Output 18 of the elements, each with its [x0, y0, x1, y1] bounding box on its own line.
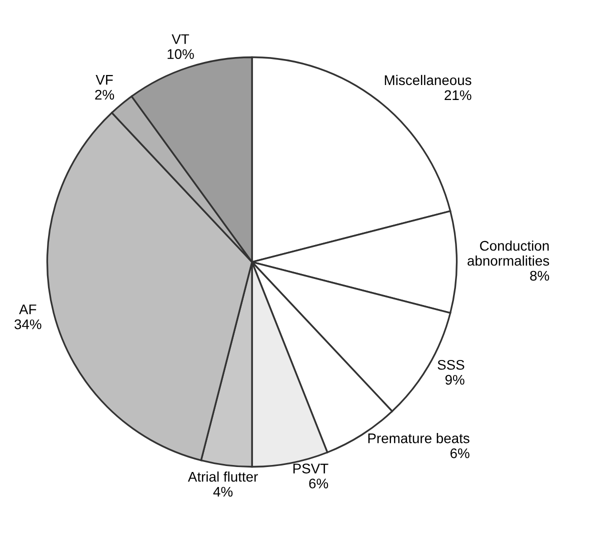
- data-label: 8%: [530, 270, 550, 281]
- data-label: 21%: [444, 90, 472, 100]
- data-label: 6%: [450, 448, 470, 458]
- data-label: 4%: [213, 486, 233, 497]
- data-label: 2%: [95, 90, 114, 100]
- data-label: 34%: [14, 319, 42, 330]
- slice-label: Conduction abnormalities: [468, 240, 550, 266]
- slice-label: PSVT: [293, 464, 328, 474]
- slice-label: Atrial flutter: [188, 472, 258, 482]
- slice-label: SSS: [438, 360, 464, 370]
- data-label: 6%: [309, 478, 328, 488]
- data-label: 10%: [168, 49, 194, 59]
- slice-label: AF: [19, 304, 36, 314]
- data-label: 9%: [445, 374, 464, 385]
- slice-label: VT: [172, 34, 190, 44]
- slice-label: Premature beats: [368, 433, 470, 444]
- slice-label: Miscellaneous: [384, 74, 472, 86]
- slice-label: VF: [96, 75, 113, 85]
